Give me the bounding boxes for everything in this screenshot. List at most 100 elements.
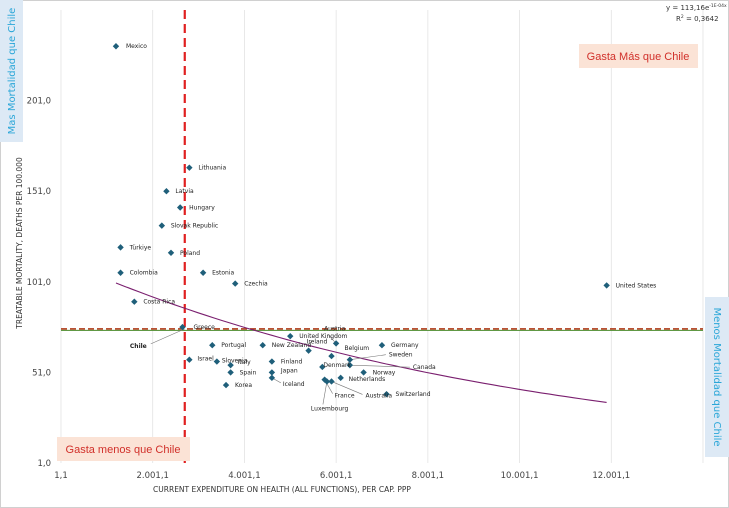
x-tick-label: 6.001,1 <box>320 471 352 481</box>
label-czechia: Czechia <box>244 281 268 288</box>
leader-luxembourg <box>322 381 328 405</box>
trend-r2-base: R <box>676 15 681 23</box>
y-tick-labels: 1,0 51,0 101,0 151,0 201,0 <box>27 97 51 469</box>
left-side-label: Mas Mortalidad que Chile <box>7 8 18 135</box>
label-norway: Norway <box>373 369 396 376</box>
label-costa-rica: Costa Rica <box>143 299 175 306</box>
trend-equation: y = 113,16e-1E-04x <box>666 3 727 12</box>
right-side-label: Menos Mortalidad que Chile <box>711 307 722 446</box>
point-austria <box>332 340 340 347</box>
label-united-kingdom: United Kingdom <box>299 333 347 340</box>
label-israel: Israel <box>197 356 214 363</box>
label-belgium: Belgium <box>345 345 370 352</box>
point-belgium <box>328 352 335 360</box>
point-korea <box>222 381 230 389</box>
leader-australia <box>331 381 363 395</box>
x-axis-title: CURRENT EXPENDITURE ON HEALTH (ALL FUNCT… <box>153 485 411 494</box>
label-poland: Poland <box>180 250 200 257</box>
exponential-trendline <box>115 282 607 403</box>
label-denmark: Denmark <box>323 362 351 369</box>
point-costa-rica <box>131 298 138 305</box>
label-finland: Finland <box>281 359 303 366</box>
point-israel <box>186 356 193 363</box>
point-canada <box>346 361 354 369</box>
label-latvia: Latvia <box>175 188 194 195</box>
label-italy: Italy <box>238 359 251 366</box>
label-colombia: Colombia <box>130 270 159 277</box>
point-italy <box>227 361 234 369</box>
point-sweden <box>346 356 354 363</box>
bottom-quadrant-box <box>57 437 190 461</box>
label-canada: Canada <box>413 364 436 371</box>
trend-r2: R2 = 0,3642 <box>676 14 719 23</box>
point-spain <box>227 369 234 376</box>
label-germany: Germany <box>391 342 419 349</box>
point-finland <box>268 358 276 365</box>
data-points <box>112 43 610 398</box>
y-tick-label: 201,0 <box>27 97 51 107</box>
point-ireland <box>305 347 312 354</box>
x-tick-labels: 1,1 2.001,1 4.001,1 6.001,1 8.001,1 10.001,1 1… <box>54 471 630 481</box>
label-france: France <box>335 393 355 400</box>
point-lithuania <box>186 164 193 171</box>
x-tick-label: 8.001,1 <box>412 471 444 481</box>
label-united-states: United States <box>616 282 657 289</box>
label-chile: Chile <box>130 343 147 350</box>
label-lithuania: Lithuania <box>198 165 226 172</box>
label-mexico: Mexico <box>126 43 147 50</box>
point-australia <box>328 378 335 385</box>
label-greece: Greece <box>193 324 215 331</box>
point-colombia <box>117 269 124 276</box>
label-japan: Japan <box>280 367 298 374</box>
point-luxembourg <box>323 378 331 385</box>
y-tick-label: 51,0 <box>32 368 51 378</box>
trend-r2-value: = 0,3642 <box>684 15 719 23</box>
label-new-zealand: New Zealand <box>272 342 312 349</box>
y-tick-label: 151,0 <box>27 187 51 197</box>
trend-equation-exp: -1E-04x <box>709 3 727 9</box>
point-latvia <box>163 188 170 195</box>
leader-chile <box>150 328 185 345</box>
label-t-rkiye: Türkiye <box>129 244 152 251</box>
label-spain: Spain <box>240 369 257 376</box>
label-slovak-republic: Slovak Republic <box>171 223 218 230</box>
point-new-zealand <box>259 342 266 349</box>
leader-sweden <box>349 354 386 361</box>
bottom-quadrant-label: Gasta menos que Chile <box>66 444 181 456</box>
leader-canada <box>349 364 410 368</box>
point-norway <box>360 369 367 376</box>
point-slovenia <box>213 358 221 365</box>
label-luxembourg: Luxembourg <box>311 405 349 412</box>
point-poland <box>167 249 175 257</box>
point-portugal <box>209 342 216 349</box>
x-tick-label: 1,1 <box>54 471 68 481</box>
label-hungary: Hungary <box>189 205 215 212</box>
label-netherlands: Netherlands <box>349 376 386 383</box>
point-hungary <box>176 204 184 211</box>
label-estonia: Estonia <box>212 270 234 277</box>
point-united-kingdom <box>287 332 294 340</box>
label-sweden: Sweden <box>389 352 413 359</box>
x-tick-label: 10.001,1 <box>501 471 539 481</box>
label-iceland: Iceland <box>283 381 305 388</box>
point-iceland <box>268 374 276 382</box>
left-side-box <box>0 0 23 142</box>
y-tick-label: 1,0 <box>37 459 51 469</box>
label-ireland: Ireland <box>307 339 328 346</box>
reference-lines <box>61 10 703 463</box>
grid-lines <box>60 10 704 463</box>
point-japan <box>268 369 276 376</box>
point-slovak-republic <box>158 222 166 229</box>
trend-equation-base: y = 113,16e <box>666 4 709 12</box>
top-quadrant-box <box>579 44 698 68</box>
point-estonia <box>199 269 207 276</box>
right-side-box <box>705 297 729 457</box>
point-switzerland <box>383 390 390 398</box>
point-czechia <box>232 280 239 287</box>
x-tick-label: 12.001,1 <box>592 471 630 481</box>
point-t-rkiye <box>117 244 124 251</box>
label-slovenia: Slovenia <box>222 358 248 365</box>
trendline <box>115 282 607 403</box>
point-greece <box>179 323 186 331</box>
